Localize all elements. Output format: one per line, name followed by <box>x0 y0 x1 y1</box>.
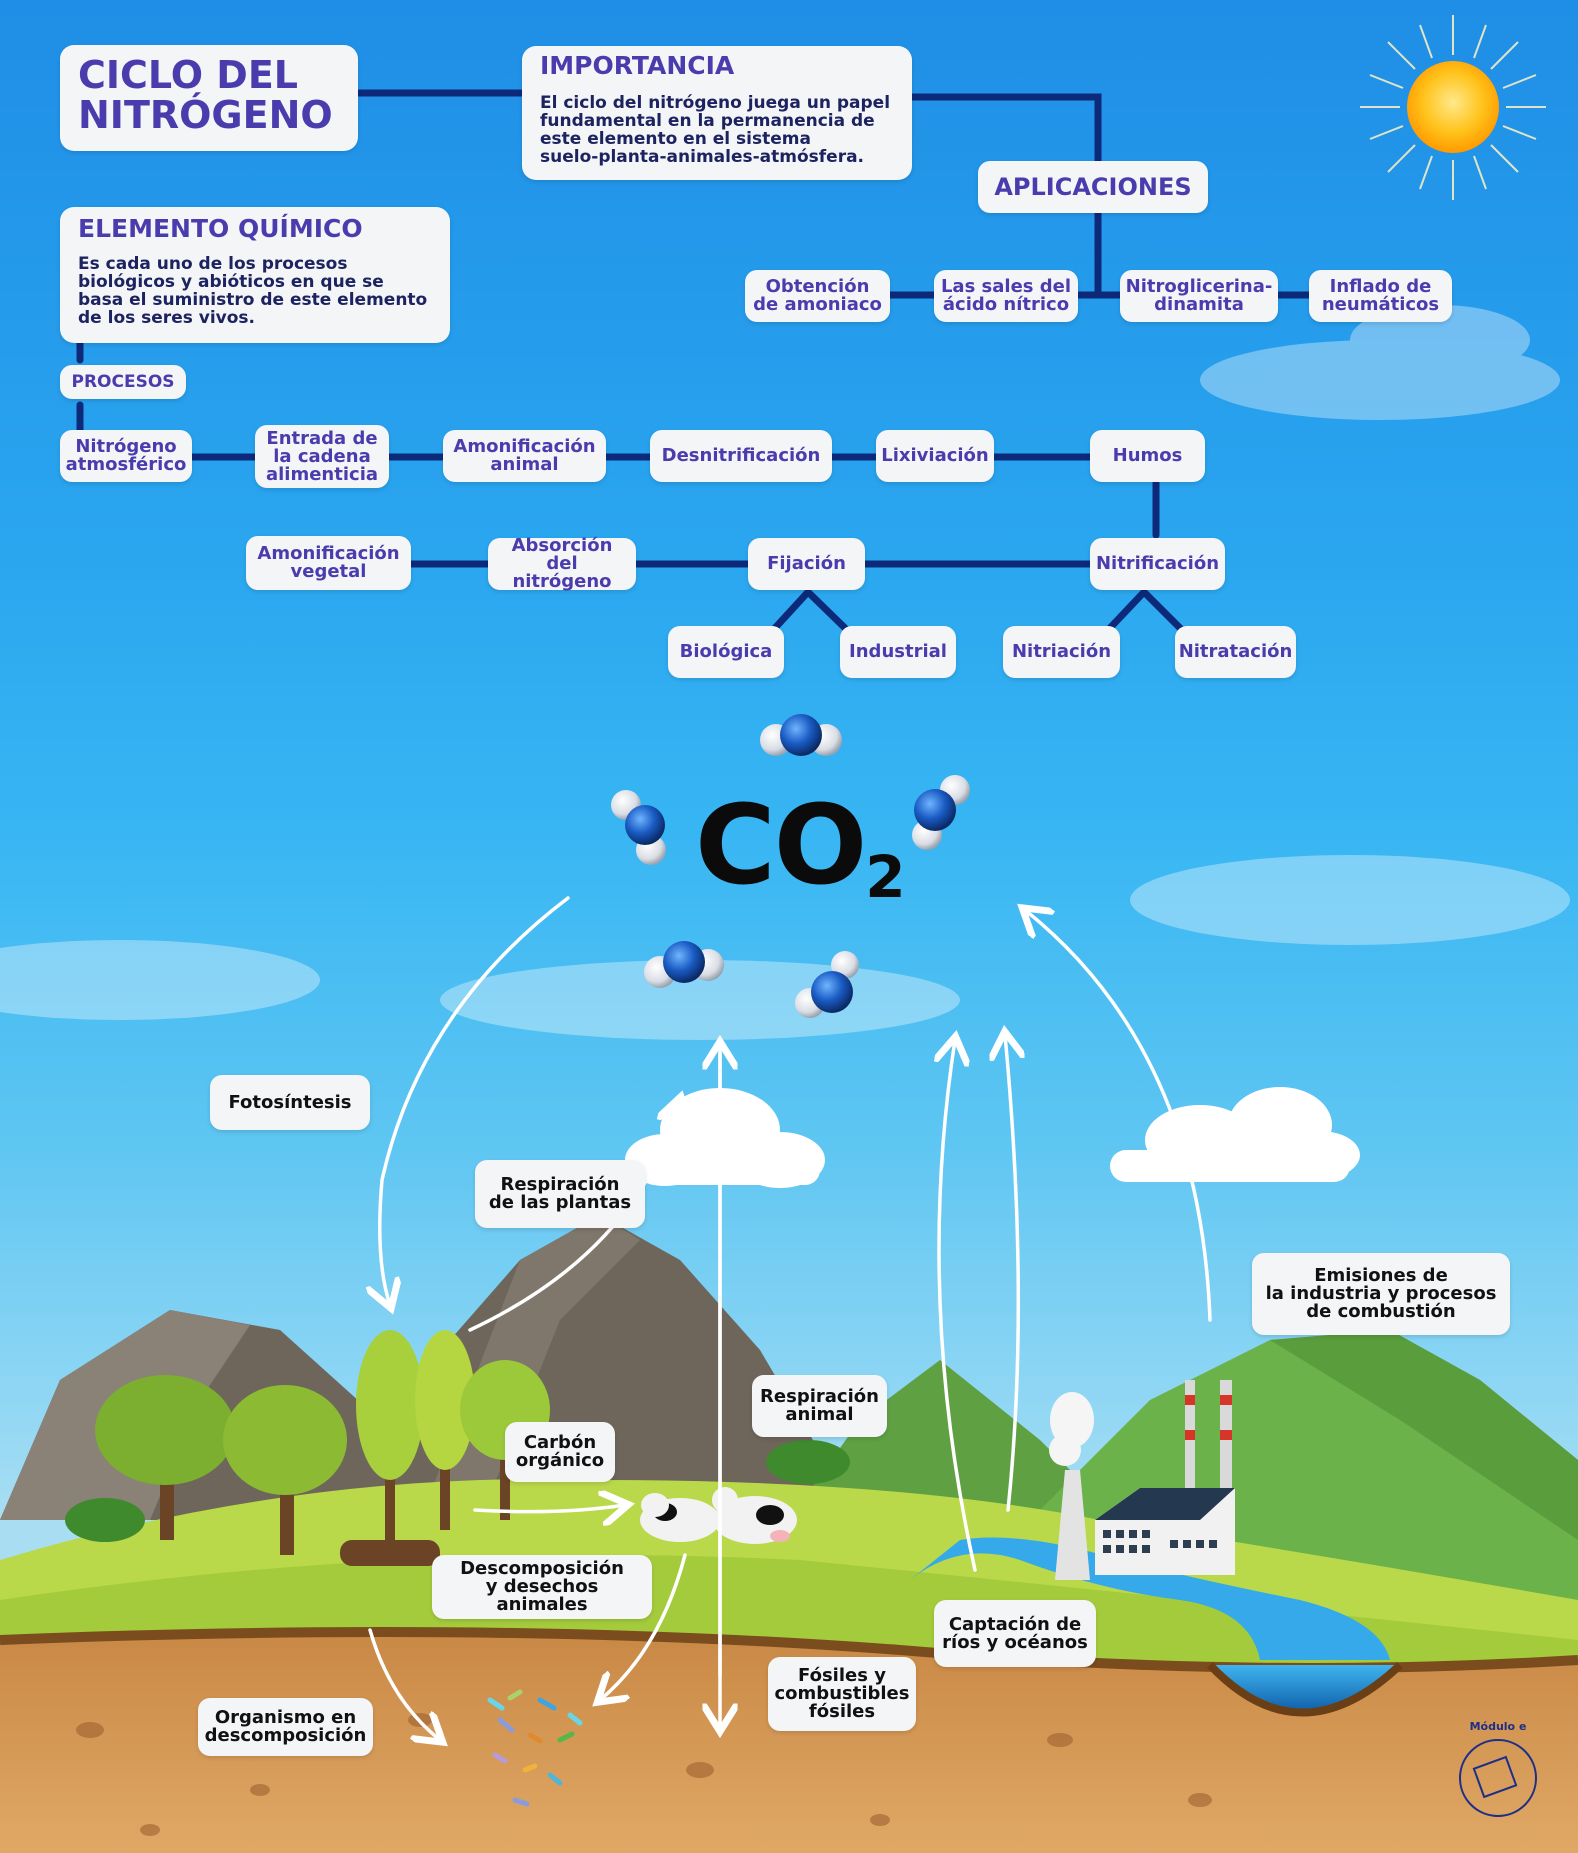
label-descomposicion: Descomposición y desechos animales <box>432 1555 652 1619</box>
proceso-amonificacion-vegetal: Amonificación vegetal <box>246 536 411 590</box>
label-carbon-organico: Carbón orgánico <box>505 1422 615 1482</box>
elemento-heading: ELEMENTO QUÍMICO <box>78 214 363 243</box>
nitrificacion-nitratacion: Nitratación <box>1175 626 1296 678</box>
label-emisiones: Emisiones de la industria y procesos de … <box>1252 1253 1510 1335</box>
sun-icon <box>1360 15 1546 200</box>
label-captacion: Captación de ríos y océanos <box>934 1600 1096 1667</box>
importancia-text: El ciclo del nitrógeno juega un papel fu… <box>540 93 891 167</box>
proceso-humos: Humos <box>1090 430 1205 482</box>
proceso-cadena-alimenticia: Entrada de la cadena alimenticia <box>255 425 389 488</box>
aplicacion-dinamita: Nitroglicerina- dinamita <box>1120 270 1278 322</box>
importancia-card: IMPORTANCIA El ciclo del nitrógeno juega… <box>522 46 912 180</box>
aplicacion-neumaticos: Inflado de neumáticos <box>1309 270 1452 322</box>
label-fotosintesis: Fotosíntesis <box>210 1075 370 1130</box>
proceso-nitrogeno-atmosferico: Nitrógeno atmosférico <box>60 430 192 482</box>
proceso-amonificacion-animal: Amonificación animal <box>443 430 606 482</box>
label-respiracion-animal: Respiración animal <box>752 1375 887 1437</box>
label-respiracion-plantas: Respiración de las plantas <box>475 1160 645 1228</box>
molecule-icons <box>611 714 970 1018</box>
aplicacion-amoniaco: Obtención de amoniaco <box>745 270 890 322</box>
title-card: CICLO DEL NITRÓGENO <box>60 45 358 151</box>
label-fosiles: Fósiles y combustibles fósiles <box>768 1657 916 1731</box>
svg-text:Módulo e: Módulo e <box>1470 1720 1527 1733</box>
modulo-logo: Módulo e <box>1459 1720 1537 1817</box>
label-organismo: Organismo en descomposición <box>198 1698 373 1756</box>
co2-main: CO <box>695 781 867 909</box>
co2-label: CO2 <box>695 790 906 918</box>
nitrificacion-nitriacion: Nitriación <box>1003 626 1120 678</box>
page-title: CICLO DEL NITRÓGENO <box>78 53 333 137</box>
co2-subscript: 2 <box>865 843 905 911</box>
fijacion-industrial: Industrial <box>840 626 956 678</box>
proceso-desnitrificacion: Desnitrificación <box>650 430 832 482</box>
aplicaciones-heading: APLICACIONES <box>978 161 1208 213</box>
proceso-absorcion: Absorción del nitrógeno <box>488 537 636 591</box>
elemento-card: ELEMENTO QUÍMICO Es cada uno de los proc… <box>60 207 450 343</box>
proceso-fijacion: Fijación <box>748 538 865 590</box>
aplicacion-acido-nitrico: Las sales del ácido nítrico <box>934 270 1078 322</box>
proceso-lixiviacion: Lixiviación <box>876 430 994 482</box>
elemento-text: Es cada uno de los procesos biológicos y… <box>78 254 428 328</box>
proceso-nitrificacion: Nitrificación <box>1090 538 1225 590</box>
fijacion-biologica: Biológica <box>668 626 784 678</box>
procesos-label: PROCESOS <box>60 365 186 399</box>
importancia-heading: IMPORTANCIA <box>540 51 735 80</box>
